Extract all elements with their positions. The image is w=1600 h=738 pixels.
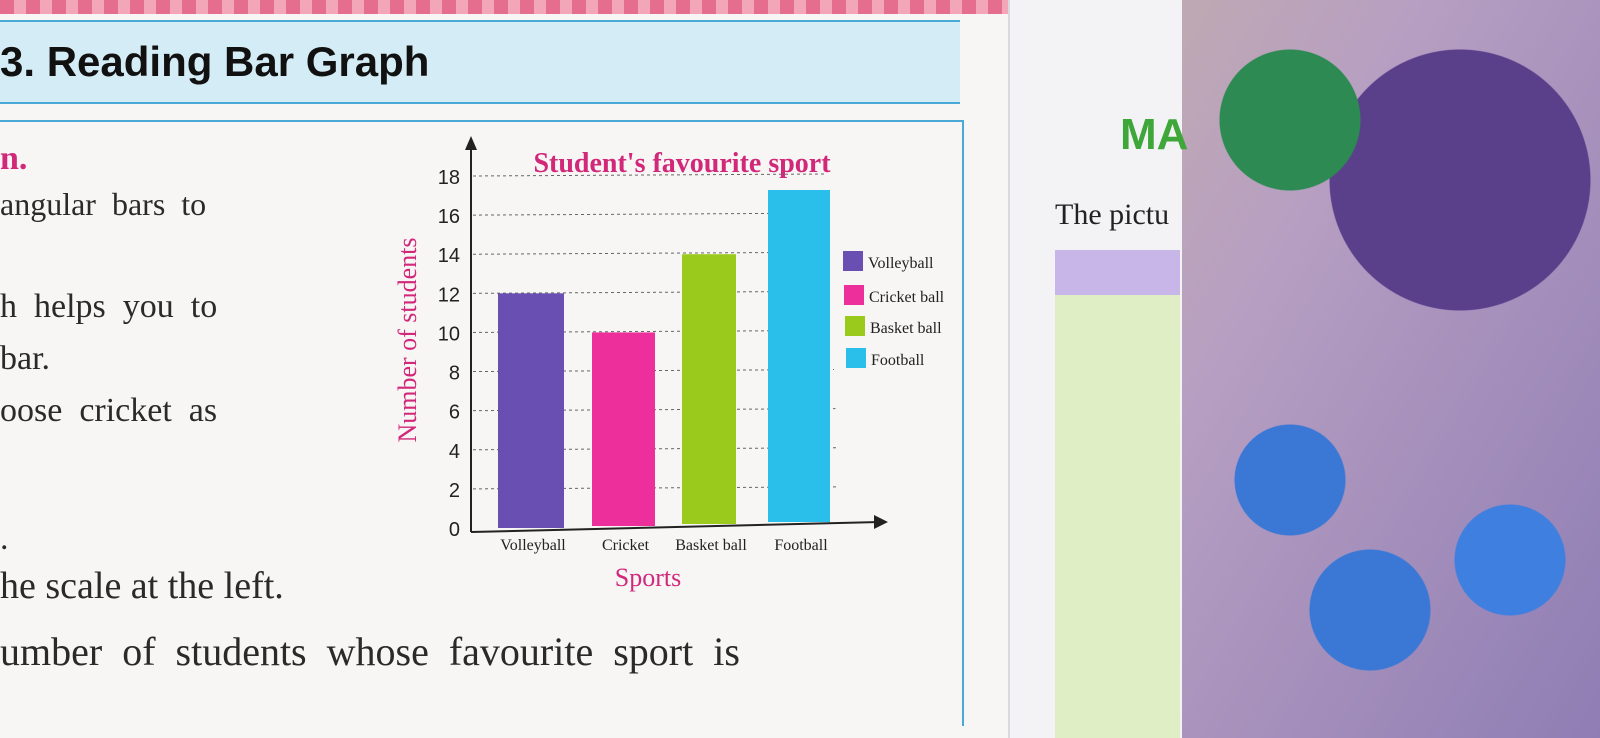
- legend-label: Cricket ball: [869, 289, 945, 306]
- y-tick-label: 18: [438, 167, 460, 189]
- x-tick-label: Football: [774, 537, 828, 554]
- bar-football: [768, 190, 830, 522]
- y-tick-label: 6: [449, 402, 460, 424]
- paragraph-line: angular bars to: [0, 186, 207, 222]
- legend-swatch: [844, 285, 864, 305]
- y-tick-label: 2: [449, 480, 460, 502]
- next-page-illustration: [1055, 250, 1180, 738]
- y-tick-label: 14: [438, 245, 460, 267]
- paragraph-line: h helps you to: [0, 288, 218, 325]
- y-tick-label: 16: [438, 206, 460, 228]
- paragraph-line: bar.: [0, 340, 51, 377]
- bar-volleyball: [498, 293, 564, 528]
- y-tick-label: 12: [438, 284, 460, 306]
- section-number: n.: [0, 140, 28, 177]
- legend-swatch: [846, 348, 866, 368]
- x-axis-arrow: [874, 515, 888, 529]
- y-axis-arrow: [465, 136, 477, 150]
- legend-label: Basket ball: [870, 320, 942, 337]
- paragraph-line: .: [0, 520, 9, 557]
- legend-label: Volleyball: [868, 255, 934, 272]
- y-tick-label: 4: [449, 441, 460, 463]
- paragraph-line: umber of students whose favourite sport …: [0, 629, 740, 674]
- x-tick-label: Volleyball: [500, 537, 566, 554]
- x-axis-line: [470, 521, 881, 533]
- legend-label: Football: [871, 352, 925, 369]
- y-axis-label: Number of students: [393, 237, 422, 442]
- bar-cricket: [592, 332, 655, 526]
- content-frame: [0, 120, 964, 726]
- legend-swatch: [843, 251, 863, 271]
- y-tick-label: 10: [438, 323, 460, 345]
- x-axis-label: Sports: [615, 563, 681, 592]
- bar-basket-ball: [682, 254, 736, 524]
- legend-swatch: [845, 316, 865, 336]
- x-tick-label: Cricket: [602, 537, 650, 554]
- y-tick-label: 8: [449, 363, 460, 385]
- y-tick-label: 0: [449, 519, 460, 541]
- next-page-text: The pictu: [1055, 198, 1170, 231]
- page-logo: MA: [1120, 110, 1189, 159]
- x-tick-label: Basket ball: [675, 537, 747, 554]
- paragraph-line: he scale at the left.: [0, 565, 284, 607]
- paragraph-line: oose cricket as: [0, 392, 218, 429]
- title-band: [0, 20, 960, 104]
- page-title: 3. Reading Bar Graph: [0, 38, 430, 85]
- gridline: [472, 173, 827, 177]
